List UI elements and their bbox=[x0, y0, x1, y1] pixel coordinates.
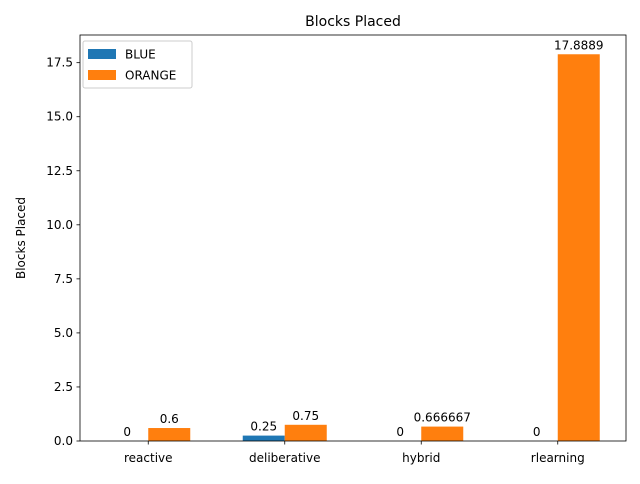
bar-orange-reactive bbox=[148, 428, 191, 441]
data-label: 0.75 bbox=[292, 409, 319, 423]
y-tick-label: 15.0 bbox=[46, 110, 73, 124]
y-tick-label: 0.0 bbox=[54, 434, 73, 448]
data-label: 0 bbox=[533, 425, 541, 439]
plot-frame bbox=[79, 34, 627, 442]
y-tick-label: 17.5 bbox=[46, 56, 73, 70]
legend-swatch-orange bbox=[88, 70, 116, 80]
legend: BLUE ORANGE bbox=[82, 40, 193, 89]
data-label: 0.666667 bbox=[414, 411, 471, 425]
data-label: 0.6 bbox=[160, 412, 179, 426]
x-tick-label: hybrid bbox=[402, 451, 440, 465]
y-tick-label: 2.5 bbox=[54, 380, 73, 394]
bar-orange-deliberative bbox=[284, 424, 327, 441]
y-tick-label: 10.0 bbox=[46, 218, 73, 232]
legend-label-blue: BLUE bbox=[125, 48, 156, 62]
x-tick-label: rlearning bbox=[531, 451, 585, 465]
bar-blue-deliberative bbox=[242, 435, 285, 441]
y-tick-label: 5.0 bbox=[54, 326, 73, 340]
bar-orange-hybrid bbox=[421, 426, 464, 441]
data-label: 0.25 bbox=[250, 420, 277, 434]
bar-orange-rlearning bbox=[557, 54, 600, 441]
data-label: 0 bbox=[123, 425, 131, 439]
chart-title: Blocks Placed bbox=[305, 14, 401, 30]
data-label: 0 bbox=[396, 425, 404, 439]
y-axis-label: Blocks Placed bbox=[14, 197, 28, 279]
x-tick-label: deliberative bbox=[249, 451, 320, 465]
y-tick-label: 7.5 bbox=[54, 272, 73, 286]
y-tick-label: 12.5 bbox=[46, 164, 73, 178]
legend-swatch-blue bbox=[88, 49, 116, 59]
legend-label-orange: ORANGE bbox=[125, 69, 176, 83]
data-label: 17.8889 bbox=[554, 38, 604, 52]
x-tick-label: reactive bbox=[124, 451, 173, 465]
